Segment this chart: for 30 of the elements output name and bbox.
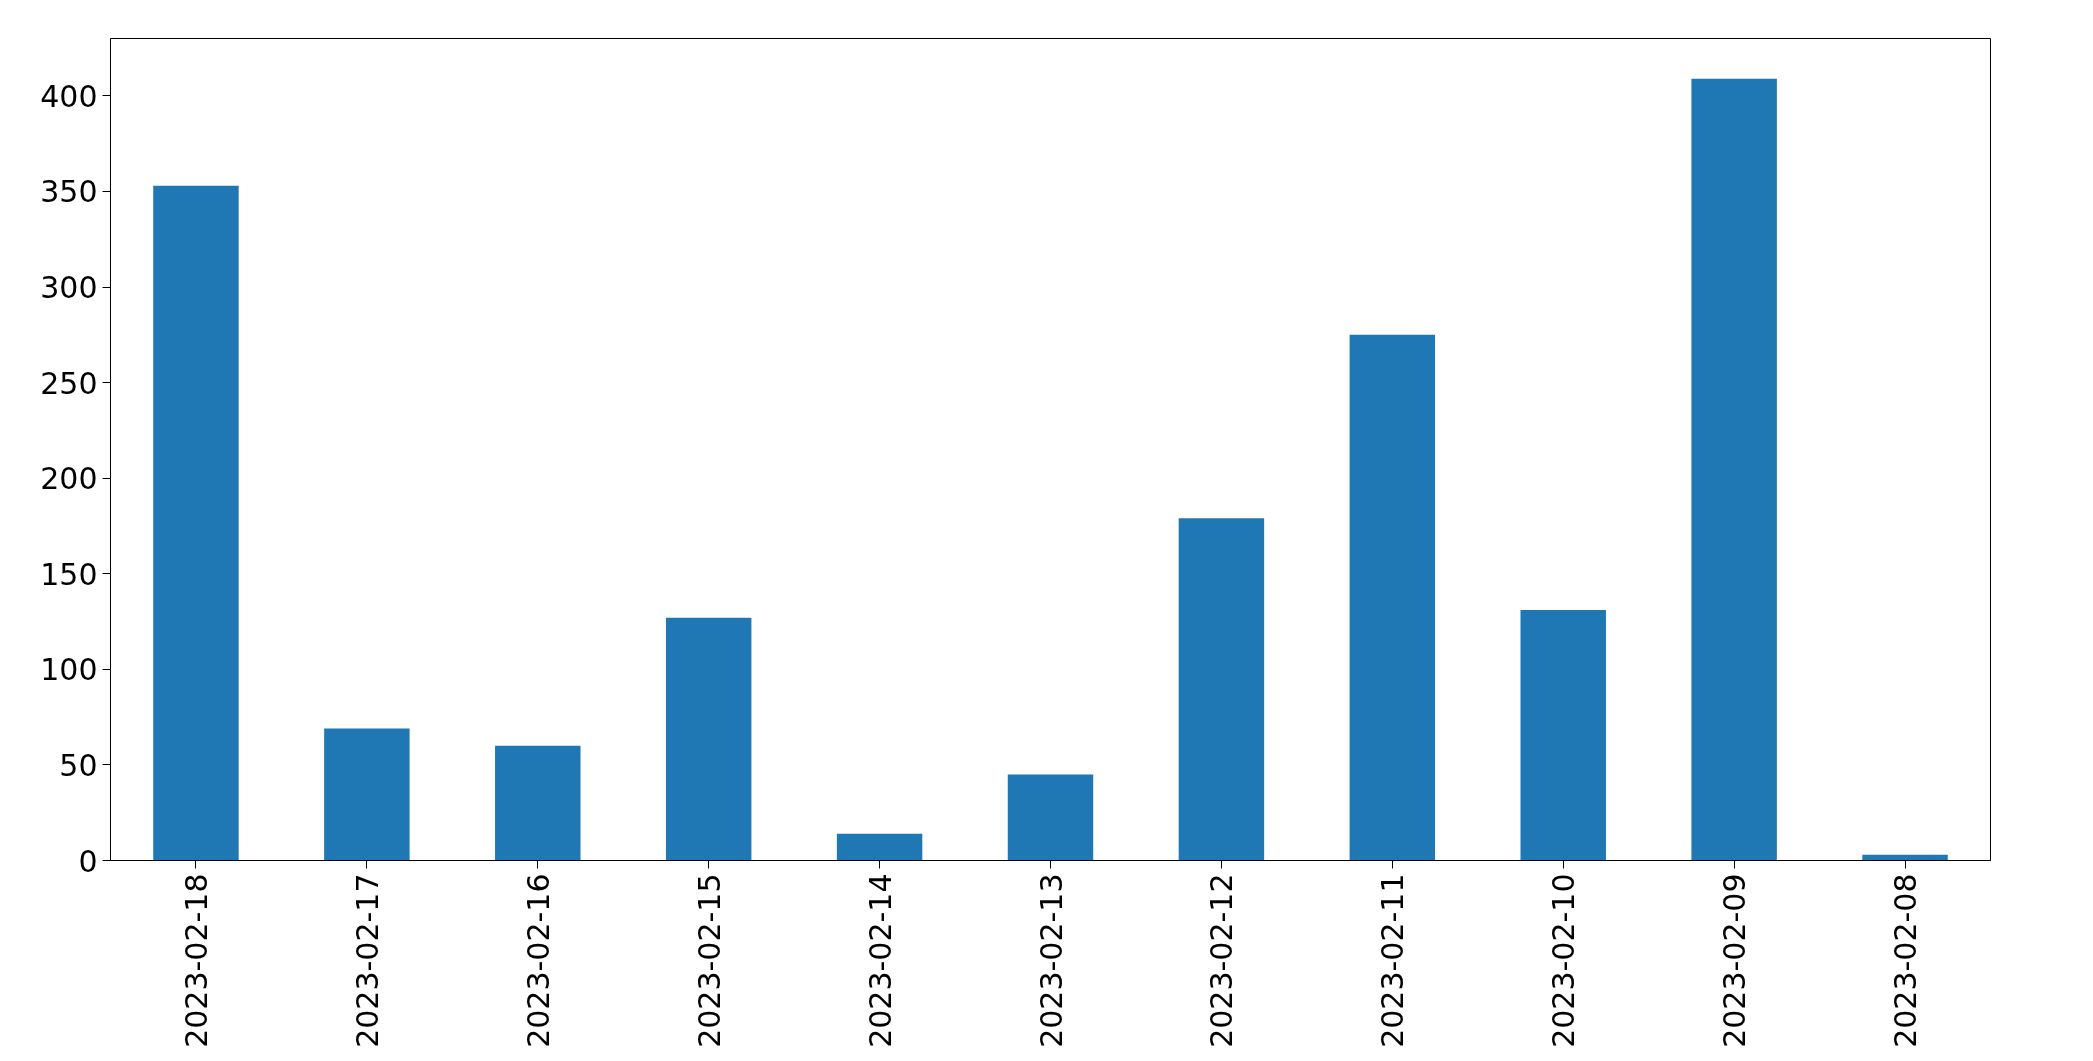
y-tick-label: 350	[40, 174, 98, 210]
x-tick-label: 2023-02-16	[520, 873, 556, 1048]
bar	[1520, 610, 1606, 861]
y-tick-label: 100	[40, 652, 98, 688]
bar	[1178, 518, 1265, 861]
x-tick-label: 2023-02-13	[1033, 873, 1069, 1048]
x-tick-label: 2023-02-14	[862, 873, 898, 1048]
y-tick-label: 50	[59, 747, 98, 783]
bar	[836, 833, 923, 861]
y-tick-label: 300	[40, 270, 98, 306]
x-tick-label: 2023-02-12	[1204, 873, 1240, 1048]
bar	[1691, 78, 1777, 861]
x-tick-label: 2023-02-11	[1375, 873, 1411, 1048]
y-tick-label: 150	[40, 556, 98, 592]
bar	[495, 745, 581, 861]
x-tick-label: 2023-02-15	[691, 873, 727, 1048]
y-tick-label: 250	[40, 365, 98, 401]
bar	[153, 185, 239, 861]
x-tick-label: 2023-02-18	[178, 873, 214, 1048]
x-tick-label: 2023-02-09	[1717, 873, 1753, 1048]
x-tick-label: 2023-02-08	[1888, 873, 1924, 1048]
bar	[324, 728, 410, 861]
y-tick-label: 0	[78, 843, 98, 879]
bar	[1007, 774, 1094, 861]
bar	[665, 617, 752, 861]
y-tick-label: 200	[40, 461, 98, 497]
bar	[1349, 334, 1436, 861]
x-tick-label: 2023-02-10	[1546, 873, 1582, 1048]
x-tick-label: 2023-02-17	[349, 873, 385, 1048]
y-tick-label: 400	[40, 78, 98, 114]
